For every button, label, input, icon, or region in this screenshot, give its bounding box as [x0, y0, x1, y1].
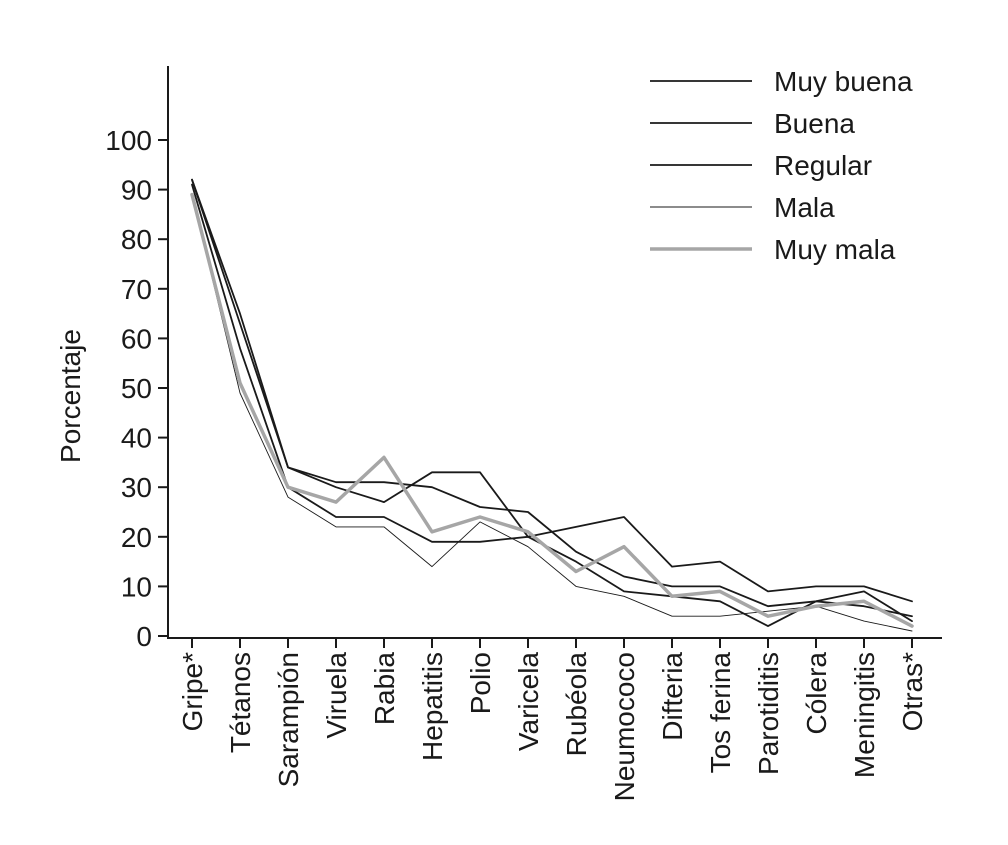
y-tick-label: 10	[121, 571, 152, 602]
x-tick-label: Sarampión	[273, 652, 304, 787]
series-line-1	[191, 178, 913, 622]
x-tick-label: Tétanos	[225, 652, 256, 753]
x-tick-label: Otras*	[897, 652, 928, 731]
x-tick-label: Cólera	[801, 652, 832, 735]
x-tick-label: Neumococo	[609, 652, 640, 801]
x-tick-label: Varicela	[513, 652, 544, 752]
legend-label: Buena	[774, 108, 855, 139]
x-tick-label: Rubéola	[561, 652, 592, 757]
y-tick-label: 90	[121, 175, 152, 206]
y-tick-label: 50	[121, 373, 152, 404]
y-tick-label: 30	[121, 472, 152, 503]
legend-label: Muy buena	[774, 66, 913, 97]
x-tick-label: Meningitis	[849, 652, 880, 778]
legend-label: Regular	[774, 150, 872, 181]
axes: 0 10 20 30 40 50 60 70 80 90 100 Gripe* Tétanos Saram…	[105, 66, 942, 801]
y-tick-label: 40	[121, 423, 152, 454]
x-tick-label: Gripe*	[177, 652, 208, 731]
series-lines	[190, 178, 914, 632]
y-tick-label: 80	[121, 224, 152, 255]
x-tick-label: Polio	[465, 652, 496, 714]
x-tick-label: Viruela	[321, 652, 352, 739]
y-tick-label: 70	[121, 274, 152, 305]
series-line-2	[191, 183, 913, 627]
y-tick-label: 60	[121, 323, 152, 354]
y-tick-label: 100	[105, 125, 152, 156]
x-tick-label: Hepatitis	[417, 652, 448, 761]
x-tick-label: Rabia	[369, 652, 400, 726]
x-tick-label: Tos ferina	[705, 652, 736, 774]
legend-label: Mala	[774, 192, 835, 223]
series-line-3	[191, 194, 913, 632]
y-axis-title: Porcentaje	[55, 329, 86, 463]
y-tick-label: 0	[136, 621, 152, 652]
y-tick-label: 20	[121, 522, 152, 553]
series-line-4	[190, 192, 914, 628]
x-tick-label: Parotiditis	[753, 652, 784, 775]
x-tick-label: Difteria	[657, 652, 688, 741]
legend-label: Muy mala	[774, 234, 896, 265]
legend: Muy buena Buena Regular Mala Muy mala	[650, 66, 913, 265]
